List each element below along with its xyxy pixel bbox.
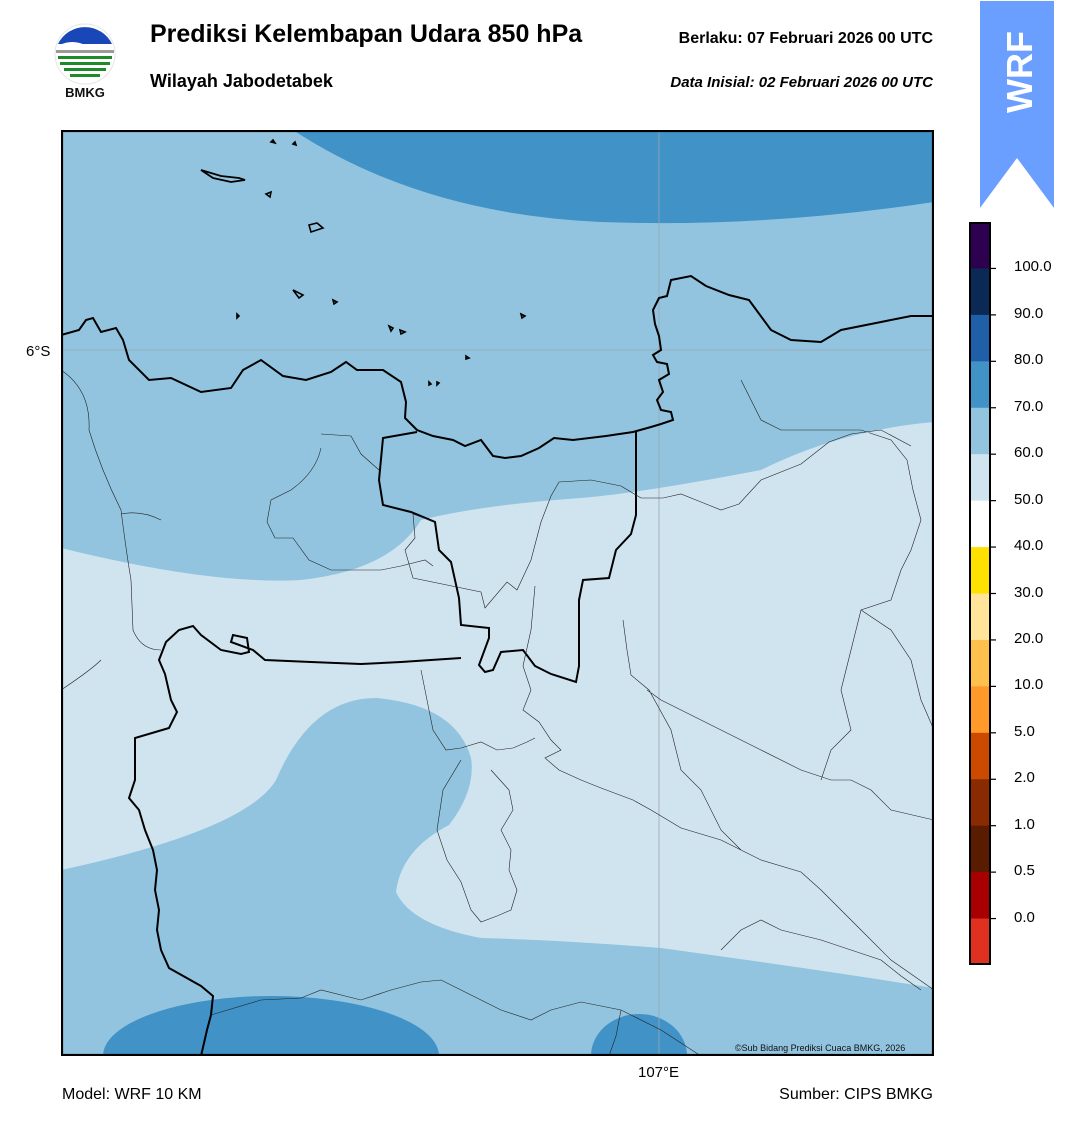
coastline <box>61 274 934 460</box>
colorbar-label: 1.0 <box>1014 815 1035 833</box>
colorbar-label: 2.0 <box>1014 769 1035 787</box>
colorbar-segment <box>970 361 990 409</box>
colorbar-segment <box>970 268 990 316</box>
colorbar-segment <box>970 500 990 548</box>
colorbar-label: 10.0 <box>1014 676 1044 694</box>
colorbar-segment <box>970 639 990 687</box>
colorbar-segment <box>970 314 990 362</box>
colorbar-segment <box>970 222 990 269</box>
humidity-70-80-bottom-left <box>103 996 439 1056</box>
map-frame <box>61 130 934 1056</box>
lat-label: 6°S <box>26 343 51 360</box>
humidity-50-60-area <box>61 422 934 988</box>
colorbar-label: 90.0 <box>1014 304 1044 322</box>
colorbar-label: 0.0 <box>1014 908 1035 926</box>
islands-small <box>236 138 527 387</box>
colorbar-segment <box>970 407 990 455</box>
humidity-map <box>61 130 934 1056</box>
colorbar-segment <box>970 825 990 873</box>
colorbar-label: 60.0 <box>1014 444 1044 462</box>
colorbar-label: 80.0 <box>1014 351 1044 369</box>
colorbar-segment <box>970 779 990 827</box>
island <box>200 169 246 183</box>
source-info: Sumber: CIPS BMKG <box>779 1086 933 1103</box>
humidity-70-80-top <box>293 130 934 224</box>
colorbar-label: 70.0 <box>1014 397 1044 415</box>
wrf-badge: WRF <box>980 1 1054 208</box>
colorbar-segment <box>970 686 990 734</box>
colorbar-segment <box>970 593 990 641</box>
colorbar-label: 40.0 <box>1014 537 1044 555</box>
region-subtitle: Wilayah Jabodetabek <box>150 71 333 91</box>
humidity-70-80-bottom-right <box>591 1014 687 1056</box>
province-border-jakarta <box>377 431 637 684</box>
lon-label: 107°E <box>638 1064 680 1081</box>
colorbar-label: 50.0 <box>1014 490 1044 508</box>
logo-text: BMKG <box>65 85 105 100</box>
colorbar-label: 20.0 <box>1014 629 1044 647</box>
colorbar-segment <box>970 918 990 965</box>
colorbar-segment <box>970 547 990 594</box>
colorbar-label: 30.0 <box>1014 583 1044 601</box>
colorbar-segment <box>970 872 990 919</box>
colorbar-label: 100.0 <box>1014 258 1052 276</box>
valid-time: Berlaku: 07 Februari 2026 00 UTC <box>678 30 933 47</box>
copyright-credit: ©Sub Bidang Prediksi Cuaca BMKG, 2026 <box>735 1043 906 1053</box>
colorbar-segment <box>970 454 990 502</box>
init-time: Data Inisial: 02 Februari 2026 00 UTC <box>670 74 933 91</box>
colorbar-label: 0.5 <box>1014 862 1035 880</box>
colorbar-label: 5.0 <box>1014 722 1035 740</box>
regency-boundaries <box>61 369 934 1056</box>
province-border-banten <box>127 624 462 1056</box>
wrf-badge-text: WRF <box>999 31 1040 113</box>
chart-title: Prediksi Kelembapan Udara 850 hPa <box>150 20 583 48</box>
model-info: Model: WRF 10 KM <box>62 1086 202 1103</box>
colorbar-segment <box>970 732 990 780</box>
bmkg-logo: BMKG <box>54 23 116 100</box>
colorbar <box>969 222 996 965</box>
